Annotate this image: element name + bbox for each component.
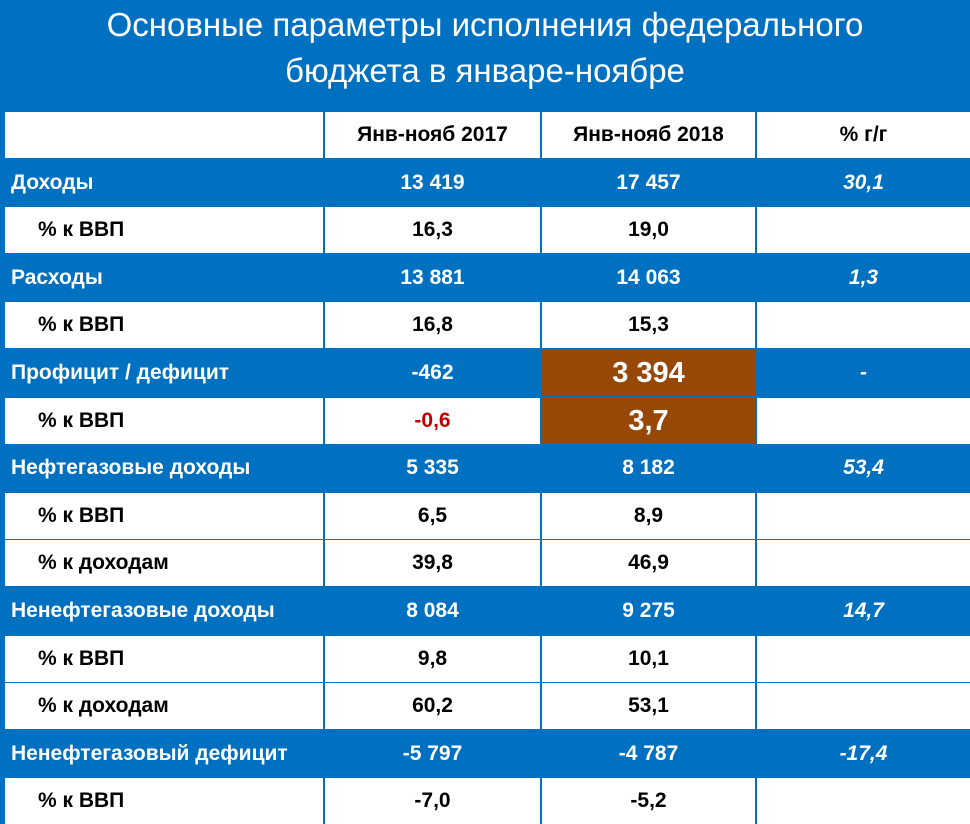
row-label: % к ВВП <box>5 207 323 253</box>
table-header-row: Янв-нояб 2017 Янв-нояб 2018 % г/г <box>5 112 970 158</box>
table-row: % к доходам 60,2 53,1 <box>5 683 970 729</box>
table-row: % к ВВП -0,6 3,7 <box>5 398 970 444</box>
table-row: Профицит / дефицит -462 3 394- <box>5 350 970 396</box>
table-row: Нефтегазовые доходы 5 335 8 182 53,4 <box>5 445 970 491</box>
value-2017: 8 084 <box>325 588 540 634</box>
value-2018: 17 457 <box>542 160 755 206</box>
table-row: % к доходам 39,8 46,9 <box>5 540 970 586</box>
row-label: % к ВВП <box>5 493 323 539</box>
header-label <box>5 112 323 158</box>
value-2017: -5 797 <box>325 731 540 777</box>
table-row: Расходы 13 881 14 063 1,3 <box>5 255 970 301</box>
value-2017: 6,5 <box>325 493 540 539</box>
value-2018: 14 063 <box>542 255 755 301</box>
table-row: % к ВВП 6,5 8,9 <box>5 493 970 539</box>
value-2018: 9 275 <box>542 588 755 634</box>
value-2017: -7,0 <box>325 778 540 824</box>
title-line-1: Основные параметры исполнения федерально… <box>106 6 864 43</box>
title-line-2: бюджета в январе-ноябре <box>285 52 685 89</box>
value-2017: 13 881 <box>325 255 540 301</box>
row-label: Ненефтегазовый дефицит <box>5 731 323 777</box>
value-yoy: 53,4 <box>757 445 970 491</box>
value-2017: 9,8 <box>325 636 540 682</box>
row-label: Нефтегазовые доходы <box>5 445 323 491</box>
value-2017: -0,6 <box>325 398 540 444</box>
table-row: % к ВВП 16,3 19,0 <box>5 207 970 253</box>
row-label: % к доходам <box>5 683 323 729</box>
value-2017: 13 419 <box>325 160 540 206</box>
value-2018: -4 787 <box>542 731 755 777</box>
value-yoy <box>757 493 970 539</box>
table-row: Ненефтегазовый дефицит -5 797 -4 787 -17,4 <box>5 731 970 777</box>
row-label: Доходы <box>5 160 323 206</box>
value-2018: 10,1 <box>542 636 755 682</box>
value-2018: 3 394 <box>542 350 755 396</box>
value-2017: 60,2 <box>325 683 540 729</box>
table-row: % к ВВП 9,8 10,1 <box>5 636 970 682</box>
row-label: % к ВВП <box>5 302 323 348</box>
value-yoy: 1,3 <box>757 255 970 301</box>
value-2017: 5 335 <box>325 445 540 491</box>
value-2017: 16,8 <box>325 302 540 348</box>
page-title: Основные параметры исполнения федерально… <box>0 0 970 96</box>
value-yoy <box>757 683 970 729</box>
row-label: % к ВВП <box>5 778 323 824</box>
value-2017: -462 <box>325 350 540 396</box>
value-2018: 8 182 <box>542 445 755 491</box>
value-yoy <box>757 778 970 824</box>
row-label: % к ВВП <box>5 636 323 682</box>
value-2017: 39,8 <box>325 540 540 586</box>
header-yoy: % г/г <box>757 112 970 158</box>
row-label: Расходы <box>5 255 323 301</box>
value-yoy <box>757 636 970 682</box>
value-yoy: -17,4 <box>757 731 970 777</box>
value-yoy <box>757 398 970 444</box>
row-label: Ненефтегазовые доходы <box>5 588 323 634</box>
value-yoy: - <box>757 350 970 396</box>
row-label: % к доходам <box>5 540 323 586</box>
value-2018: 15,3 <box>542 302 755 348</box>
budget-table: Янв-нояб 2017 Янв-нояб 2018 % г/г Доходы… <box>5 112 970 824</box>
value-yoy <box>757 302 970 348</box>
header-2017: Янв-нояб 2017 <box>325 112 540 158</box>
table-row: % к ВВП 16,8 15,3 <box>5 302 970 348</box>
value-yoy <box>757 540 970 586</box>
value-2018: 3,7 <box>542 398 755 444</box>
value-2018: 53,1 <box>542 683 755 729</box>
value-yoy <box>757 207 970 253</box>
value-2018: 8,9 <box>542 493 755 539</box>
table-row: % к ВВП -7,0 -5,2 <box>5 778 970 824</box>
value-2018: 19,0 <box>542 207 755 253</box>
row-label: % к ВВП <box>5 398 323 444</box>
value-2018: -5,2 <box>542 778 755 824</box>
header-2018: Янв-нояб 2018 <box>542 112 755 158</box>
row-label: Профицит / дефицит <box>5 350 323 396</box>
value-yoy: 30,1 <box>757 160 970 206</box>
value-2017: 16,3 <box>325 207 540 253</box>
value-2018: 46,9 <box>542 540 755 586</box>
value-yoy: 14,7 <box>757 588 970 634</box>
table-row: Доходы 13 419 17 457 30,1 <box>5 160 970 206</box>
table-row: Ненефтегазовые доходы 8 084 9 275 14,7 <box>5 588 970 634</box>
